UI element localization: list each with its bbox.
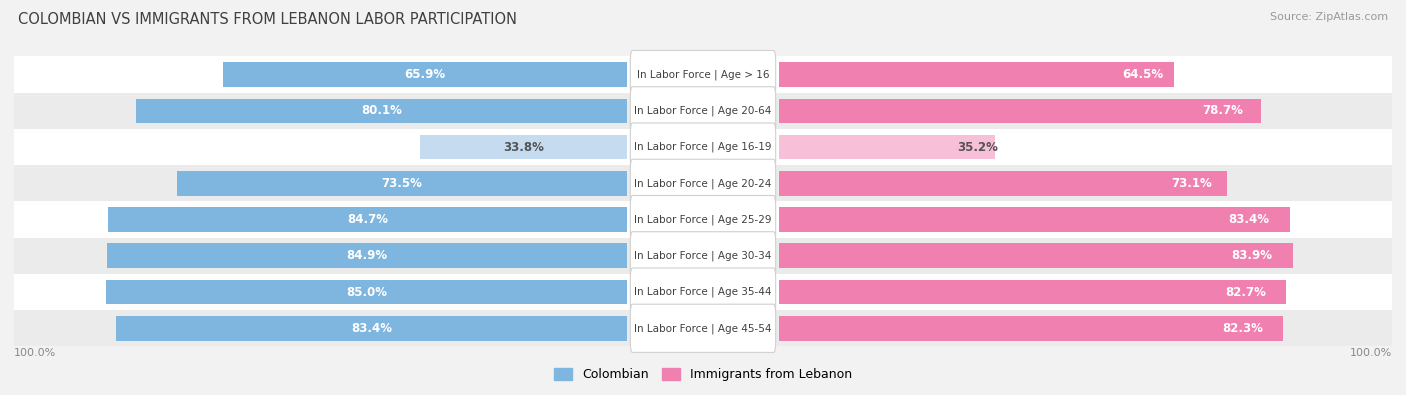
Bar: [136, 98, 627, 123]
Legend: Colombian, Immigrants from Lebanon: Colombian, Immigrants from Lebanon: [548, 363, 858, 386]
FancyBboxPatch shape: [630, 232, 776, 280]
Text: Source: ZipAtlas.com: Source: ZipAtlas.com: [1270, 12, 1388, 22]
Bar: [107, 243, 627, 268]
Bar: [14, 274, 1392, 310]
FancyBboxPatch shape: [630, 268, 776, 316]
FancyBboxPatch shape: [630, 123, 776, 171]
Bar: [14, 238, 1392, 274]
Text: 84.7%: 84.7%: [347, 213, 388, 226]
Bar: [14, 56, 1392, 93]
Bar: [420, 135, 627, 160]
Text: COLOMBIAN VS IMMIGRANTS FROM LEBANON LABOR PARTICIPATION: COLOMBIAN VS IMMIGRANTS FROM LEBANON LAB…: [18, 12, 517, 27]
Bar: [14, 129, 1392, 165]
Bar: [779, 243, 1294, 268]
Text: In Labor Force | Age 30-34: In Labor Force | Age 30-34: [634, 250, 772, 261]
Text: In Labor Force | Age 20-64: In Labor Force | Age 20-64: [634, 105, 772, 116]
Text: 64.5%: 64.5%: [1122, 68, 1163, 81]
Text: 84.9%: 84.9%: [346, 249, 388, 262]
FancyBboxPatch shape: [630, 304, 776, 352]
Text: 33.8%: 33.8%: [503, 141, 544, 154]
Text: 85.0%: 85.0%: [346, 286, 387, 299]
Text: In Labor Force | Age 35-44: In Labor Force | Age 35-44: [634, 287, 772, 297]
Bar: [115, 316, 627, 340]
FancyBboxPatch shape: [630, 51, 776, 99]
Bar: [14, 93, 1392, 129]
Text: 83.4%: 83.4%: [1229, 213, 1270, 226]
Text: 35.2%: 35.2%: [957, 141, 998, 154]
Bar: [14, 310, 1392, 346]
Text: In Labor Force | Age 20-24: In Labor Force | Age 20-24: [634, 178, 772, 188]
Text: 73.1%: 73.1%: [1171, 177, 1212, 190]
Bar: [779, 171, 1227, 196]
FancyBboxPatch shape: [630, 196, 776, 244]
Text: 82.3%: 82.3%: [1223, 322, 1264, 335]
Text: 65.9%: 65.9%: [405, 68, 446, 81]
Bar: [224, 62, 627, 87]
Bar: [779, 207, 1291, 232]
Text: 83.9%: 83.9%: [1232, 249, 1272, 262]
Bar: [14, 201, 1392, 238]
Text: In Labor Force | Age 25-29: In Labor Force | Age 25-29: [634, 214, 772, 225]
Bar: [108, 207, 627, 232]
Text: 82.7%: 82.7%: [1225, 286, 1265, 299]
Text: 78.7%: 78.7%: [1202, 104, 1243, 117]
Text: In Labor Force | Age 45-54: In Labor Force | Age 45-54: [634, 323, 772, 333]
Text: 100.0%: 100.0%: [1350, 348, 1392, 358]
Bar: [779, 98, 1261, 123]
Bar: [779, 135, 994, 160]
Text: 100.0%: 100.0%: [14, 348, 56, 358]
Bar: [177, 171, 627, 196]
Bar: [779, 280, 1286, 305]
Bar: [105, 280, 627, 305]
Bar: [779, 316, 1284, 340]
Text: 80.1%: 80.1%: [361, 104, 402, 117]
Text: 73.5%: 73.5%: [381, 177, 422, 190]
Text: In Labor Force | Age 16-19: In Labor Force | Age 16-19: [634, 142, 772, 152]
Bar: [779, 62, 1174, 87]
FancyBboxPatch shape: [630, 159, 776, 207]
Text: In Labor Force | Age > 16: In Labor Force | Age > 16: [637, 70, 769, 80]
Text: 83.4%: 83.4%: [352, 322, 392, 335]
FancyBboxPatch shape: [630, 87, 776, 135]
Bar: [14, 165, 1392, 201]
